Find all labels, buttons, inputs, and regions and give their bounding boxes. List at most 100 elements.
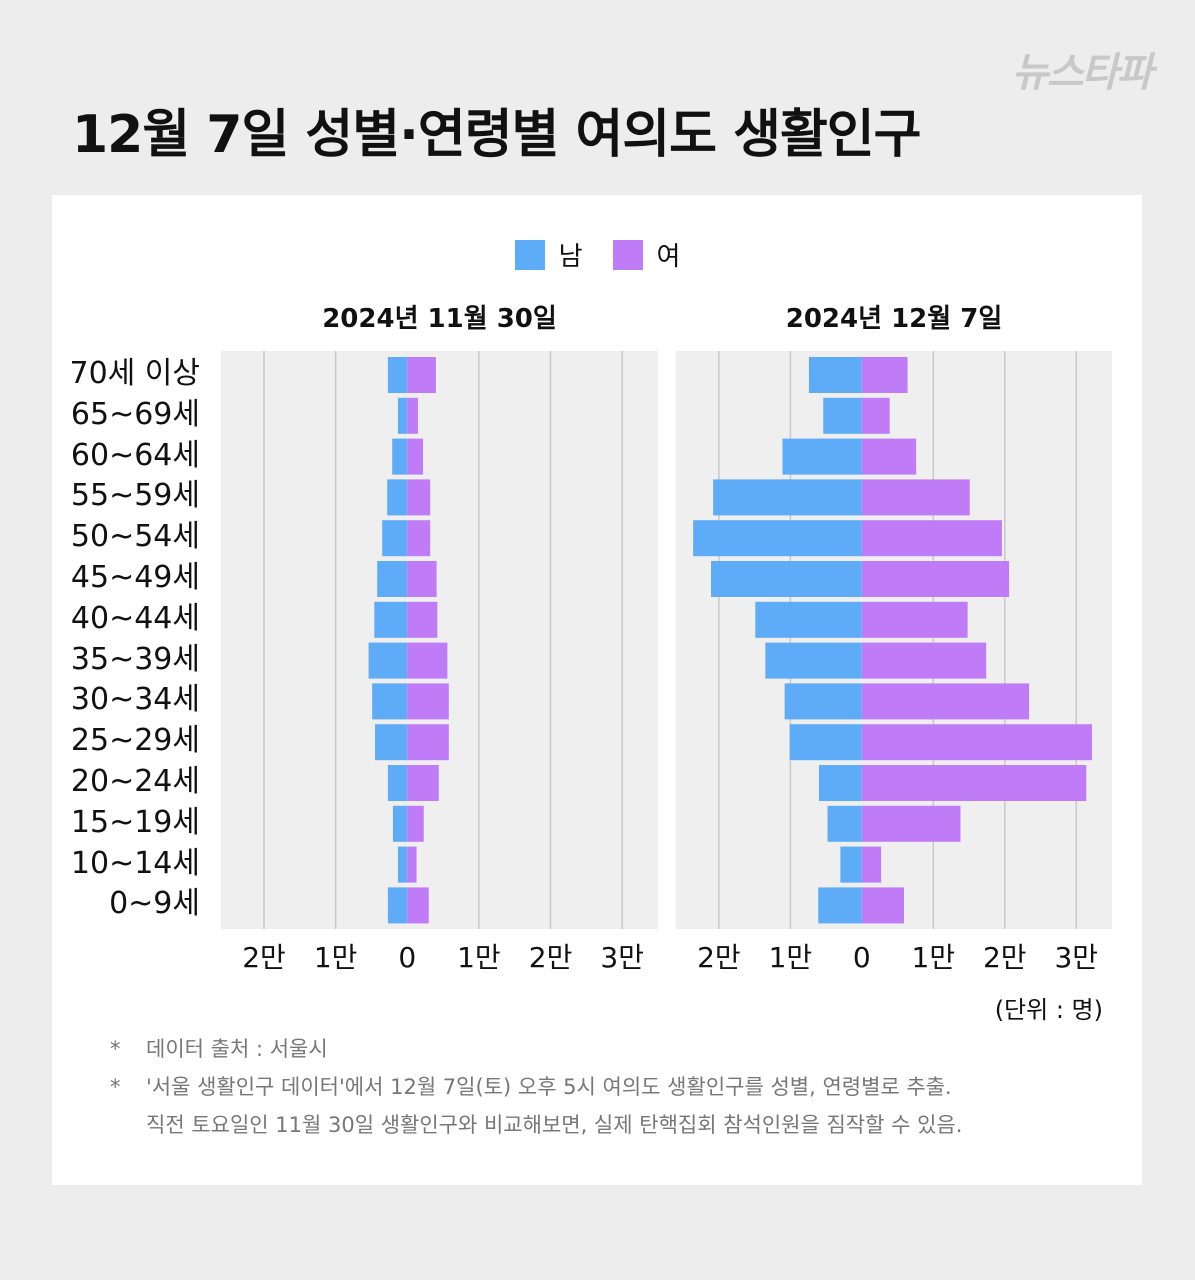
bar-female — [407, 724, 449, 761]
bar-male — [372, 683, 408, 720]
legend-swatch-female — [612, 239, 643, 270]
bar-female — [861, 438, 917, 475]
footnote-source-text: 데이터 출처 : 서울시 — [146, 1037, 328, 1061]
bar-male — [840, 846, 862, 883]
bar-male — [374, 601, 408, 638]
bar-male — [711, 561, 862, 597]
legend-item-male: 남 — [514, 236, 583, 273]
footnote-method: * '서울 생활인구 데이터'에서 12월 7일(토) 오후 5시 여의도 생활… — [110, 1068, 962, 1106]
bar-male — [693, 520, 862, 557]
bar-female — [861, 805, 961, 842]
age-label: 25~29세 — [70, 723, 200, 759]
bar-male — [818, 887, 862, 924]
bar-female — [407, 397, 419, 434]
bar-female — [861, 887, 905, 924]
age-label: 70세 이상 — [69, 356, 200, 391]
chart-title-nov30: 2024년 11월 30일 — [322, 304, 557, 334]
bar-female — [407, 438, 424, 475]
legend-label-female: 여 — [656, 242, 681, 272]
plot-background — [221, 351, 658, 929]
bar-female — [407, 642, 448, 679]
bar-female — [407, 846, 417, 883]
legend-item-female: 여 — [612, 236, 681, 273]
bar-male — [387, 887, 408, 924]
x-tick-label: 2만 — [242, 941, 286, 974]
bar-male — [392, 805, 408, 842]
bar-male — [387, 357, 408, 393]
bar-female — [407, 479, 431, 516]
bar-male — [784, 683, 862, 720]
legend-label-male: 남 — [558, 242, 583, 272]
chart-title-dec7: 2024년 12월 7일 — [785, 304, 1003, 334]
x-tick-label: 1만 — [314, 941, 358, 974]
bar-female — [407, 765, 439, 801]
footnotes: * 데이터 출처 : 서울시 * '서울 생활인구 데이터'에서 12월 7일(… — [110, 1030, 962, 1144]
logo-newstapa: 뉴스타파 — [1012, 49, 1153, 96]
bar-male — [789, 724, 862, 761]
age-label: 30~34세 — [70, 682, 200, 718]
bar-male — [368, 642, 408, 679]
bar-female — [407, 887, 429, 924]
bar-female — [861, 601, 968, 638]
bar-female — [861, 846, 882, 883]
footnote-source: * 데이터 출처 : 서울시 — [110, 1030, 962, 1068]
age-label: 10~14세 — [70, 845, 200, 881]
x-tick-label: 2만 — [529, 941, 573, 974]
footnote-method-text-2: 직전 토요일인 11월 30일 생활인구와 비교해보면, 실제 탄핵집회 참석인… — [146, 1113, 963, 1137]
pyramid-chart-nov30: 2만 1만 0 1만 2만 3만 — [221, 351, 658, 974]
bar-female — [407, 561, 437, 597]
bar-male — [375, 724, 408, 761]
age-label: 15~19세 — [70, 804, 200, 840]
x-tick-label: 1만 — [769, 941, 813, 974]
age-label: 50~54세 — [70, 519, 200, 555]
footnote-star: * — [110, 1075, 121, 1099]
x-tick-label: 2만 — [983, 941, 1027, 974]
bar-female — [861, 479, 970, 516]
bar-female — [407, 601, 438, 638]
x-tick-label: 1만 — [912, 941, 956, 974]
bar-female — [861, 642, 987, 679]
plot-background — [676, 351, 1112, 929]
page-title: 12월 7일 성별·연령별 여의도 생활인구 — [72, 105, 921, 165]
x-tick-label: 1만 — [457, 941, 501, 974]
unit-label: (단위 : 명) — [994, 996, 1103, 1024]
bar-male — [392, 438, 408, 475]
bar-male — [818, 765, 862, 801]
bar-female — [407, 520, 431, 557]
bar-male — [397, 397, 408, 434]
bar-female — [861, 724, 1092, 761]
bar-female — [861, 683, 1030, 720]
bar-male — [808, 357, 862, 393]
bar-male — [782, 438, 862, 475]
x-tick-label: 0 — [398, 941, 416, 974]
legend-swatch-male — [514, 239, 545, 270]
bar-male — [387, 479, 408, 516]
age-label: 55~59세 — [70, 478, 200, 514]
bar-female — [407, 805, 424, 842]
x-tick-label: 3만 — [600, 941, 644, 974]
footnote-star: * — [110, 1037, 121, 1061]
bar-female — [407, 683, 449, 720]
x-tick-label: 0 — [853, 941, 871, 974]
age-label: 60~64세 — [70, 437, 200, 473]
bar-female — [861, 561, 1010, 597]
bar-male — [397, 846, 408, 883]
bar-male — [823, 397, 862, 434]
bar-male — [382, 520, 408, 557]
bar-female — [861, 765, 1087, 801]
bar-female — [861, 520, 1002, 557]
bar-female — [861, 397, 890, 434]
legend: 남 여 — [0, 236, 1195, 273]
age-label: 35~39세 — [70, 641, 200, 677]
bar-male — [755, 601, 862, 638]
bar-female — [407, 357, 436, 393]
age-label: 45~49세 — [70, 560, 200, 595]
bar-male — [713, 479, 862, 516]
bar-female — [861, 357, 908, 393]
age-label: 65~69세 — [70, 396, 200, 432]
bar-male — [387, 765, 408, 801]
footnote-method-text: '서울 생활인구 데이터'에서 12월 7일(토) 오후 5시 여의도 생활인구… — [146, 1075, 952, 1099]
pyramid-chart-dec7: 2만 1만 0 1만 2만 3만 — [676, 351, 1112, 974]
bar-male — [765, 642, 862, 679]
age-label: 20~24세 — [70, 764, 200, 799]
